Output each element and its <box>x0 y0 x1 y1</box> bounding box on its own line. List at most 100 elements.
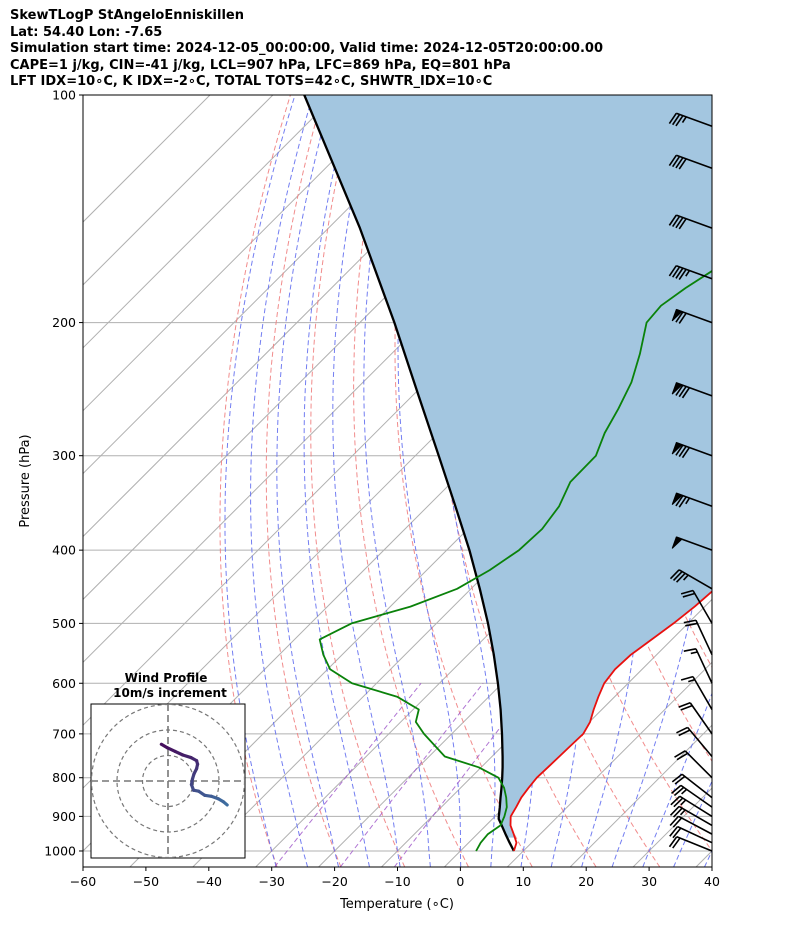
barb-feather <box>676 752 689 761</box>
barb-feather <box>680 589 694 595</box>
barb-feather <box>674 750 686 758</box>
barb-feather <box>675 217 684 229</box>
wind-barb <box>669 825 713 844</box>
isotherm <box>506 661 712 867</box>
barb-feather <box>675 444 684 456</box>
y-tick-label: 900 <box>52 809 76 824</box>
wind-barb <box>671 536 713 551</box>
wind-barb <box>683 648 713 684</box>
barb-feather <box>672 827 682 839</box>
barb-feather <box>673 797 684 808</box>
y-tick-label: 100 <box>52 88 76 103</box>
barb-feather <box>669 805 680 816</box>
wind-barb <box>680 675 713 710</box>
barb-feather <box>678 702 691 708</box>
barb-staff <box>684 750 713 779</box>
moist-adiabat <box>332 95 401 867</box>
barb-feather <box>671 784 682 795</box>
barb-feather <box>672 571 683 582</box>
barb-half-feather <box>679 809 686 816</box>
moist-adiabat <box>276 95 340 867</box>
wind-barb <box>669 805 713 827</box>
barb-staff <box>695 648 713 684</box>
barb-feather <box>671 266 681 278</box>
x-tick-label: 20 <box>578 874 594 889</box>
barb-feather <box>678 445 687 457</box>
barb-staff <box>678 815 713 835</box>
barb-feather <box>682 592 695 598</box>
cape-area <box>304 95 712 838</box>
inset-subtitle: 10m/s increment <box>113 686 227 700</box>
barb-feather <box>672 807 683 818</box>
barb-feather <box>675 157 684 169</box>
wind-barbs <box>668 112 713 852</box>
barb-feather <box>668 112 677 124</box>
x-tick-label: −30 <box>259 874 285 889</box>
barb-pennant <box>671 442 683 455</box>
barb-feather <box>678 312 687 324</box>
y-tick-label: 400 <box>52 543 76 558</box>
barb-feather <box>675 115 684 127</box>
barb-staff <box>695 619 713 656</box>
wind-barb <box>678 702 713 735</box>
barb-feather <box>669 569 680 580</box>
barb-feather <box>681 387 691 399</box>
barb-feather <box>671 156 681 168</box>
barb-feather <box>674 775 686 785</box>
barb-half-feather <box>681 788 688 795</box>
barb-feather <box>669 826 679 837</box>
barb-pennant <box>671 492 683 505</box>
dry-adiabat <box>714 95 794 867</box>
x-tick-label: −20 <box>321 874 347 889</box>
barb-feather <box>670 795 681 806</box>
x-tick-label: 30 <box>641 874 657 889</box>
moist-adiabat <box>704 849 712 867</box>
wind-barb <box>680 589 713 624</box>
y-tick-label: 700 <box>52 726 76 741</box>
barb-feather <box>681 447 691 459</box>
barb-feather <box>671 215 681 228</box>
barb-staff <box>677 825 713 844</box>
barb-feather <box>672 837 681 849</box>
wind-barb <box>671 784 713 808</box>
x-tick-label: −40 <box>196 874 222 889</box>
wind-barb <box>671 773 713 799</box>
barb-feather <box>668 214 677 226</box>
x-tick-label: −50 <box>133 874 159 889</box>
mixing-ratio-line <box>274 682 422 867</box>
dry-adiabat <box>310 95 406 867</box>
barb-half-feather <box>685 497 691 505</box>
barb-staff <box>692 676 713 710</box>
y-tick-label: 1000 <box>44 843 76 858</box>
barb-staff <box>689 702 713 735</box>
barb-feather <box>673 786 685 797</box>
wind-barb <box>671 308 713 324</box>
y-tick-label: 800 <box>52 770 76 785</box>
parcel-profile-line <box>303 95 515 852</box>
barb-feather <box>678 268 687 281</box>
barb-pennant <box>671 308 683 322</box>
barb-feather <box>678 729 691 737</box>
barb-feather <box>669 815 680 827</box>
isotherm <box>83 95 274 286</box>
y-tick-label: 500 <box>52 616 76 631</box>
inset-plot <box>91 704 245 858</box>
x-axis-label: Temperature (∘C) <box>339 897 454 912</box>
barb-feather <box>675 384 684 396</box>
moist-adiabat <box>250 95 314 867</box>
wind-barb <box>683 619 713 656</box>
barb-feather <box>671 773 683 783</box>
barb-staff <box>686 726 713 758</box>
wind-barb <box>670 795 713 818</box>
isotherm <box>83 95 462 475</box>
barb-feather <box>678 496 687 508</box>
chart-header: SkewTLogP StAngeloEnniskillen Lat: 54.40… <box>10 8 603 91</box>
dry-adiabat <box>353 95 469 867</box>
dry-adiabat <box>265 95 342 867</box>
dry-adiabat <box>219 95 291 867</box>
station-title: SkewTLogP StAngeloEnniskillen <box>10 8 244 23</box>
barb-feather <box>675 311 684 323</box>
wind-barb <box>669 815 713 835</box>
barb-feather <box>678 385 687 398</box>
barb-feather <box>678 158 687 170</box>
